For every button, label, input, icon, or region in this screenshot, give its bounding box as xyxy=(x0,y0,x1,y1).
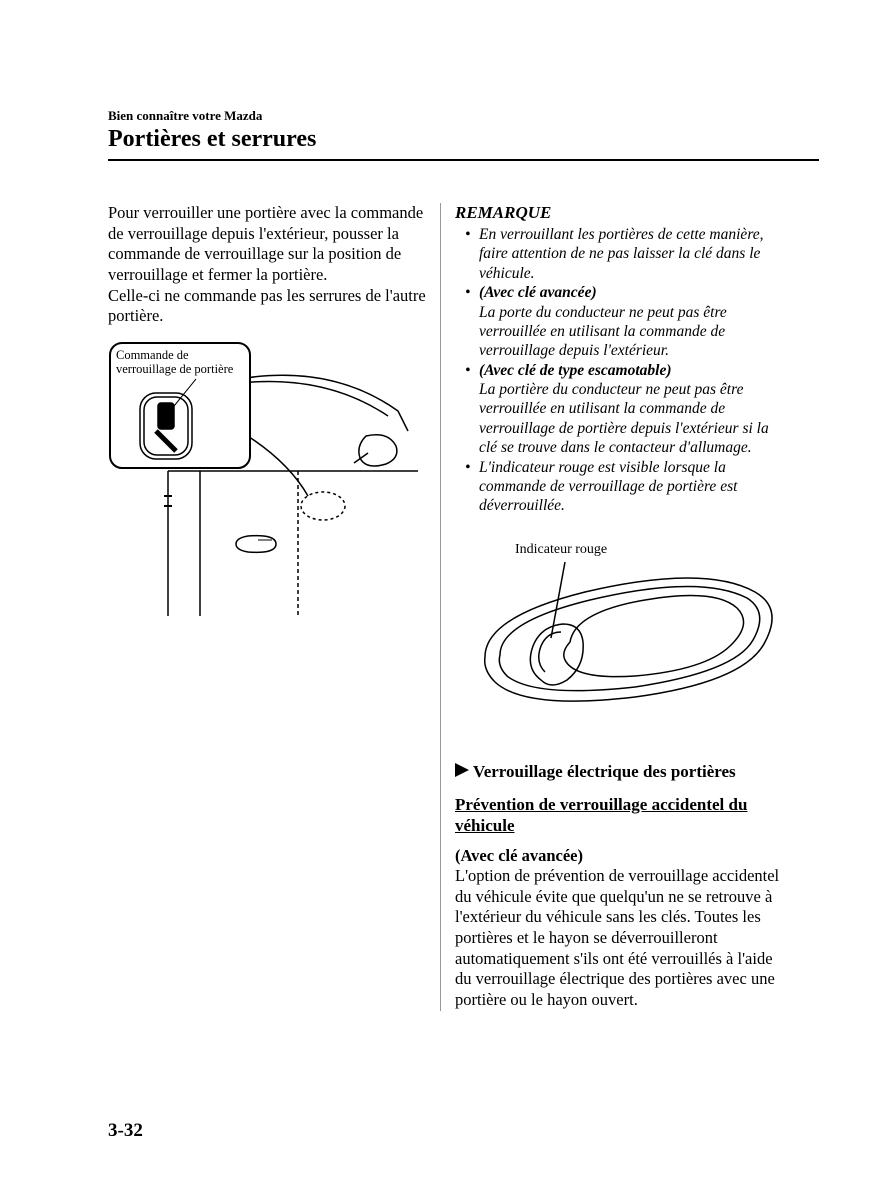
page: Bien connaître votre Mazda Portières et … xyxy=(0,0,891,1011)
remark-item-3-lead: (Avec clé de type escamotable) xyxy=(479,362,672,379)
remark-item-3-body: La portière du conducteur ne peut pas êt… xyxy=(479,380,780,458)
remark-list: En verrouillant les portières de cette m… xyxy=(455,225,780,516)
remark-item-1-body: En verrouillant les portières de cette m… xyxy=(479,226,764,282)
triangle-icon xyxy=(455,762,469,782)
remark-item-2-body: La porte du conducteur ne peut pas être … xyxy=(479,303,780,361)
two-column-layout: Pour verrouiller une portière avec la co… xyxy=(108,203,819,1011)
indicator-figure: Indicateur rouge xyxy=(455,542,785,712)
chapter-label: Bien connaître votre Mazda xyxy=(108,108,819,124)
remark-item-4: L'indicateur rouge est visible lorsque l… xyxy=(465,458,780,516)
subsection-heading-text: Verrouillage électrique des portières xyxy=(473,762,736,782)
left-column: Pour verrouiller une portière avec la co… xyxy=(108,203,440,1011)
fig1-callout-line1: Commande de xyxy=(116,348,189,362)
right-paragraph: L'option de prévention de verrouillage a… xyxy=(455,866,780,1010)
left-paragraph-2: Celle-ci ne commande pas les serrures de… xyxy=(108,286,426,327)
fig1-callout-line2: verrouillage de portière xyxy=(116,362,233,376)
fig2-label: Indicateur rouge xyxy=(515,542,607,558)
remark-item-1: En verrouillant les portières de cette m… xyxy=(465,225,780,283)
header-rule xyxy=(108,159,819,161)
remark-item-3: (Avec clé de type escamotable) La portiè… xyxy=(465,361,780,458)
door-lock-figure xyxy=(108,341,418,621)
left-paragraph-1: Pour verrouiller une portière avec la co… xyxy=(108,203,426,286)
page-header: Bien connaître votre Mazda Portières et … xyxy=(108,108,819,153)
underlined-heading: Prévention de verrouillage accidentel du… xyxy=(455,794,780,837)
remark-item-2: (Avec clé avancée) La porte du conducteu… xyxy=(465,283,780,361)
variant-label: (Avec clé avancée) xyxy=(455,846,780,866)
right-column: REMARQUE En verrouillant les portières d… xyxy=(440,203,780,1011)
remark-item-4-body: L'indicateur rouge est visible lorsque l… xyxy=(479,459,737,515)
remark-item-2-lead: (Avec clé avancée) xyxy=(479,284,597,301)
subsection-heading: Verrouillage électrique des portières xyxy=(455,762,780,782)
page-number: 3-32 xyxy=(108,1120,143,1142)
section-title: Portières et serrures xyxy=(108,126,819,153)
figure1-callout: Commande de verrouillage de portière xyxy=(116,348,244,377)
remark-title: REMARQUE xyxy=(455,203,780,223)
